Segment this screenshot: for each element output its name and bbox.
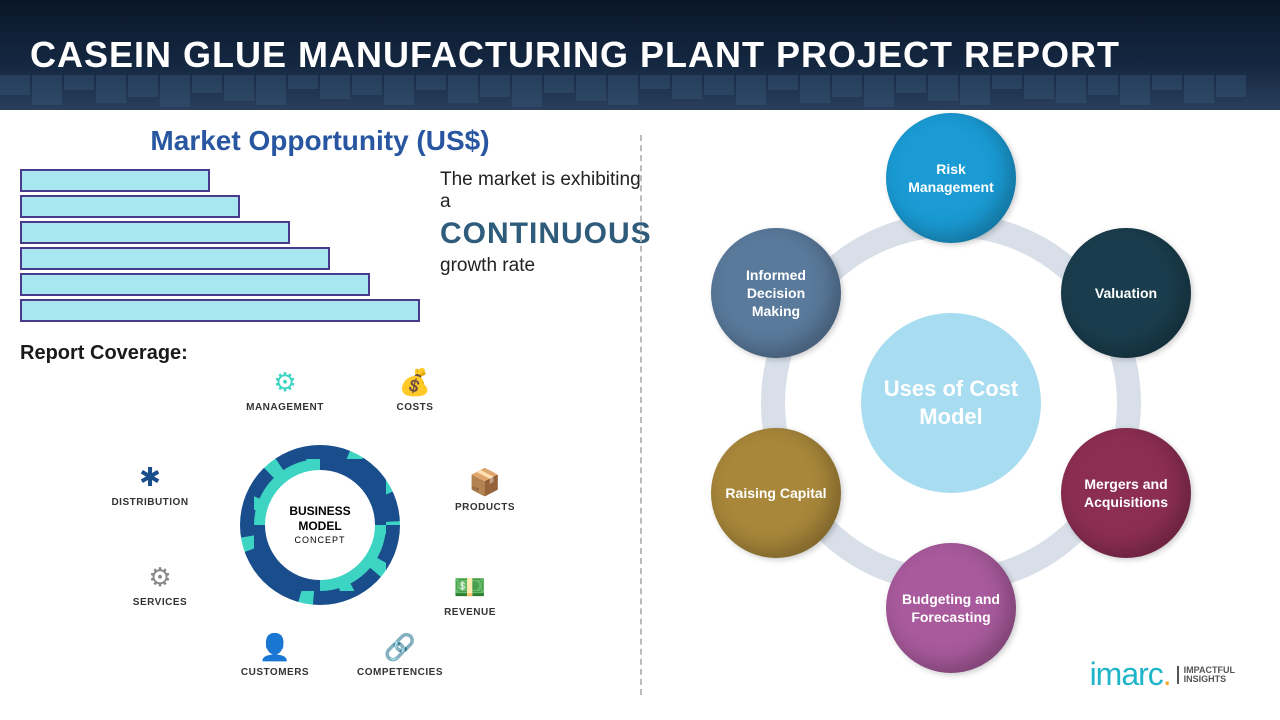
cost-model-wheel: Uses of Cost Model Risk ManagementValuat…	[681, 133, 1221, 673]
bar	[20, 169, 210, 192]
bar	[20, 221, 290, 244]
bm-item: ✱ DISTRIBUTION	[100, 460, 200, 508]
logo: imarc. IMPACTFULINSIGHTS	[1090, 656, 1235, 693]
bm-icon: ⚙	[268, 365, 302, 399]
bm-item: 📦 PRODUCTS	[435, 465, 535, 513]
bm-item: ⚙ MANAGEMENT	[235, 365, 335, 413]
bm-label: COSTS	[397, 402, 434, 413]
bm-icon: 💵	[453, 570, 487, 604]
logo-tagline: IMPACTFULINSIGHTS	[1177, 666, 1235, 684]
bm-label: PRODUCTS	[455, 502, 515, 513]
market-prefix: The market is exhibiting a	[440, 169, 641, 212]
bm-item: 👤 CUSTOMERS	[225, 630, 325, 678]
bm-icon: ⚙	[143, 560, 177, 594]
header: CASEIN GLUE MANUFACTURING PLANT PROJECT …	[0, 0, 1280, 110]
bm-center-line1: BUSINESS	[289, 504, 350, 518]
cost-node: Budgeting and Forecasting	[886, 543, 1016, 673]
bm-label: COMPETENCIES	[357, 667, 443, 678]
skyline-decoration	[0, 75, 1280, 110]
bm-item: 💵 REVENUE	[420, 570, 520, 618]
bm-icon: 💰	[398, 365, 432, 399]
bar	[20, 195, 240, 218]
market-title: Market Opportunity (US$)	[20, 125, 620, 157]
bar-chart	[20, 169, 420, 322]
content-area: Market Opportunity (US$) The market is e…	[0, 110, 1280, 720]
bm-label: SERVICES	[133, 597, 187, 608]
bm-center: BUSINESS MODEL CONCEPT	[265, 470, 375, 580]
market-suffix: growth rate	[440, 255, 535, 276]
cost-node: Risk Management	[886, 113, 1016, 243]
cost-node: Informed Decision Making	[711, 228, 841, 358]
coverage-label: Report Coverage:	[20, 342, 620, 365]
bm-icon: ✱	[133, 460, 167, 494]
bm-center-line2: MODEL	[298, 519, 341, 533]
bar	[20, 299, 420, 322]
bm-label: CUSTOMERS	[241, 667, 309, 678]
bar	[20, 247, 330, 270]
left-panel: Market Opportunity (US$) The market is e…	[20, 125, 640, 705]
market-big: CONTINUOUS	[440, 217, 652, 251]
business-model-diagram: BUSINESS MODEL CONCEPT ⚙MANAGEMENT💰COSTS…	[80, 370, 560, 680]
cost-node: Valuation	[1061, 228, 1191, 358]
cost-node: Raising Capital	[711, 428, 841, 558]
bm-item: ⚙ SERVICES	[110, 560, 210, 608]
bm-icon: 📦	[468, 465, 502, 499]
bm-label: REVENUE	[444, 607, 496, 618]
bm-ring: BUSINESS MODEL CONCEPT	[240, 445, 400, 605]
bm-label: MANAGEMENT	[246, 402, 324, 413]
logo-brand: imarc.	[1090, 656, 1171, 693]
bm-label: DISTRIBUTION	[111, 497, 188, 508]
cost-node: Mergers and Acquisitions	[1061, 428, 1191, 558]
cost-center: Uses of Cost Model	[861, 313, 1041, 493]
page-title: CASEIN GLUE MANUFACTURING PLANT PROJECT …	[30, 34, 1120, 76]
bm-icon: 🔗	[383, 630, 417, 664]
market-row: The market is exhibiting a CONTINUOUS gr…	[20, 169, 620, 322]
right-panel: Uses of Cost Model Risk ManagementValuat…	[642, 125, 1260, 705]
bar	[20, 273, 370, 296]
bm-center-sub: CONCEPT	[294, 535, 345, 546]
bm-item: 💰 COSTS	[365, 365, 465, 413]
bm-icon: 👤	[258, 630, 292, 664]
bm-item: 🔗 COMPETENCIES	[350, 630, 450, 678]
market-text: The market is exhibiting a CONTINUOUS gr…	[440, 169, 652, 322]
